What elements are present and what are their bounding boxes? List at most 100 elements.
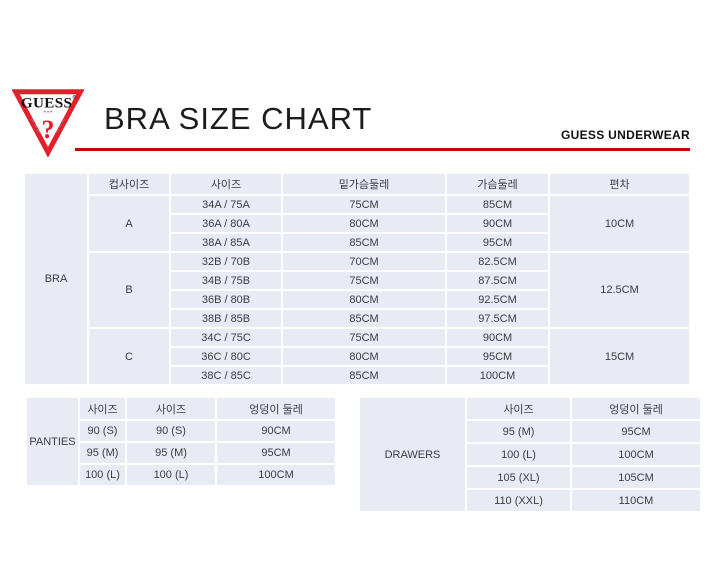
bra-column-header: 컵사이즈	[87, 172, 171, 196]
bra-table-row: 38C / 85C 85CM 100CM	[24, 365, 690, 386]
size-cell: 36B / 80B	[169, 289, 283, 310]
panties-size-table: PANTIES 사이즈 사이즈 엉덩이 둘레 90 (S) 90 (S) 90CM 95 (M…	[25, 396, 337, 487]
cup-size-cell: C	[87, 327, 171, 386]
drawers-table-row: 105 (XL) 105CM	[359, 465, 702, 490]
size-cell: 38A / 85A	[169, 232, 283, 253]
panties-table-label: PANTIES	[25, 396, 80, 487]
drawers-table-row: 110 (XXL) 110CM	[359, 488, 702, 513]
bra-column-header: 편차	[548, 172, 691, 196]
cup-size-cell: B	[87, 251, 171, 329]
panties-cell: 95CM	[215, 441, 337, 465]
bra-size-table: BRA 컵사이즈 사이즈 밑가슴둘레 가슴둘레 편차 A 34A / 75A 75CM 85CM 1…	[23, 172, 691, 386]
size-cell: 32B / 70B	[169, 251, 283, 272]
under-bust-cell: 75CM	[281, 270, 447, 291]
panties-table-row: 90 (S) 90 (S) 90CM	[26, 419, 337, 443]
cup-size-cell: A	[87, 194, 171, 253]
deviation-cell: 12.5CM	[548, 251, 691, 329]
logo-triangle-icon	[12, 89, 84, 158]
under-bust-cell: 80CM	[281, 289, 447, 310]
bust-cell: 87.5CM	[445, 270, 550, 291]
under-bust-cell: 80CM	[281, 346, 447, 367]
drawers-cell: 105CM	[570, 465, 702, 490]
bra-column-header: 가슴둘레	[445, 172, 550, 196]
bust-cell: 85CM	[445, 194, 550, 215]
drawers-table-header-row: DRAWERS 사이즈 엉덩이 둘레	[358, 396, 702, 513]
bust-cell: 100CM	[445, 365, 550, 386]
panties-cell: 100CM	[215, 463, 337, 487]
bra-table-header-row: BRA 컵사이즈 사이즈 밑가슴둘레 가슴둘레 편차	[23, 172, 691, 386]
bust-cell: 95CM	[445, 346, 550, 367]
drawers-table-row: 95 (M) 95CM	[359, 419, 702, 444]
panties-cell: 100 (L)	[78, 463, 127, 487]
bust-cell: 90CM	[445, 213, 550, 234]
under-bust-cell: 70CM	[281, 251, 447, 272]
panties-table-row: 100 (L) 100 (L) 100CM	[26, 463, 337, 487]
logo-question-mark-icon: ?	[42, 115, 55, 144]
bust-cell: 97.5CM	[445, 308, 550, 329]
under-bust-cell: 75CM	[281, 194, 447, 215]
under-bust-cell: 85CM	[281, 365, 447, 386]
under-bust-cell: 85CM	[281, 232, 447, 253]
panties-table-row: 95 (M) 95 (M) 95CM	[26, 441, 337, 465]
bra-column-header: 사이즈	[169, 172, 283, 196]
guess-logo: GUESS ® • • • ?	[12, 89, 84, 158]
drawers-column-header: 엉덩이 둘레	[570, 396, 702, 421]
bust-cell: 90CM	[445, 327, 550, 348]
size-cell: 36A / 80A	[169, 213, 283, 234]
bra-table-row: A 34A / 75A 75CM 85CM 10CM	[24, 194, 691, 253]
size-cell: 38C / 85C	[169, 365, 283, 386]
bust-cell: 82.5CM	[445, 251, 550, 272]
bust-cell: 92.5CM	[445, 289, 550, 310]
drawers-cell: 95CM	[570, 419, 702, 444]
drawers-cell: 110 (XXL)	[465, 488, 572, 513]
panties-column-header: 사이즈	[125, 396, 217, 421]
size-cell: 36C / 80C	[169, 346, 283, 367]
size-cell: 34C / 75C	[169, 327, 283, 348]
size-cell: 34B / 75B	[169, 270, 283, 291]
bra-table-row: 36C / 80C 80CM 95CM	[24, 346, 690, 367]
panties-cell: 95 (M)	[78, 441, 127, 465]
size-cell: 38B / 85B	[169, 308, 283, 329]
bust-cell: 95CM	[445, 232, 550, 253]
drawers-cell: 100CM	[570, 442, 702, 467]
drawers-cell: 105 (XL)	[465, 465, 572, 490]
panties-cell: 100 (L)	[125, 463, 217, 487]
panties-table-header-row: PANTIES 사이즈 사이즈 엉덩이 둘레	[25, 396, 337, 487]
page-title: BRA SIZE CHART	[104, 101, 373, 136]
panties-column-header: 엉덩이 둘레	[215, 396, 337, 421]
bra-table-row: 38B / 85B 85CM 97.5CM	[24, 308, 690, 329]
logo-edge-ticks	[31, 118, 65, 133]
bra-table-row: 36B / 80B 80CM 92.5CM	[24, 289, 690, 310]
bra-table-row: B 32B / 70B 70CM 82.5CM 12.5CM	[24, 251, 691, 329]
bra-column-header: 밑가슴둘레	[281, 172, 447, 196]
bra-table-label: BRA	[23, 172, 89, 386]
logo-usa-dots: • • •	[44, 109, 52, 115]
panties-cell: 90 (S)	[78, 419, 127, 443]
header-divider	[75, 148, 690, 151]
bra-table-row: C 34C / 75C 75CM 90CM 15CM	[24, 327, 691, 386]
drawers-cell: 100 (L)	[465, 442, 572, 467]
panties-cell: 90 (S)	[125, 419, 217, 443]
drawers-cell: 110CM	[570, 488, 702, 513]
logo-registered-mark: ®	[72, 94, 76, 101]
under-bust-cell: 80CM	[281, 213, 447, 234]
panties-column-header: 사이즈	[78, 396, 127, 421]
drawers-size-table: DRAWERS 사이즈 엉덩이 둘레 95 (M) 95CM 100 (L) 100CM 10…	[358, 396, 702, 513]
logo-wordmark: GUESS	[21, 96, 72, 112]
deviation-cell: 15CM	[548, 327, 691, 386]
under-bust-cell: 85CM	[281, 308, 447, 329]
size-cell: 34A / 75A	[169, 194, 283, 215]
drawers-column-header: 사이즈	[465, 396, 572, 421]
deviation-cell: 10CM	[548, 194, 691, 253]
panties-cell: 95 (M)	[125, 441, 217, 465]
bra-table-row: 36A / 80A 80CM 90CM	[24, 213, 690, 234]
bra-table-row: 38A / 85A 85CM 95CM	[24, 232, 690, 253]
brand-label: GUESS UNDERWEAR	[561, 128, 690, 142]
drawers-cell: 95 (M)	[465, 419, 572, 444]
bra-table-row: 34B / 75B 75CM 87.5CM	[24, 270, 690, 291]
panties-cell: 90CM	[215, 419, 337, 443]
drawers-table-row: 100 (L) 100CM	[359, 442, 702, 467]
drawers-table-label: DRAWERS	[358, 396, 467, 513]
under-bust-cell: 75CM	[281, 327, 447, 348]
